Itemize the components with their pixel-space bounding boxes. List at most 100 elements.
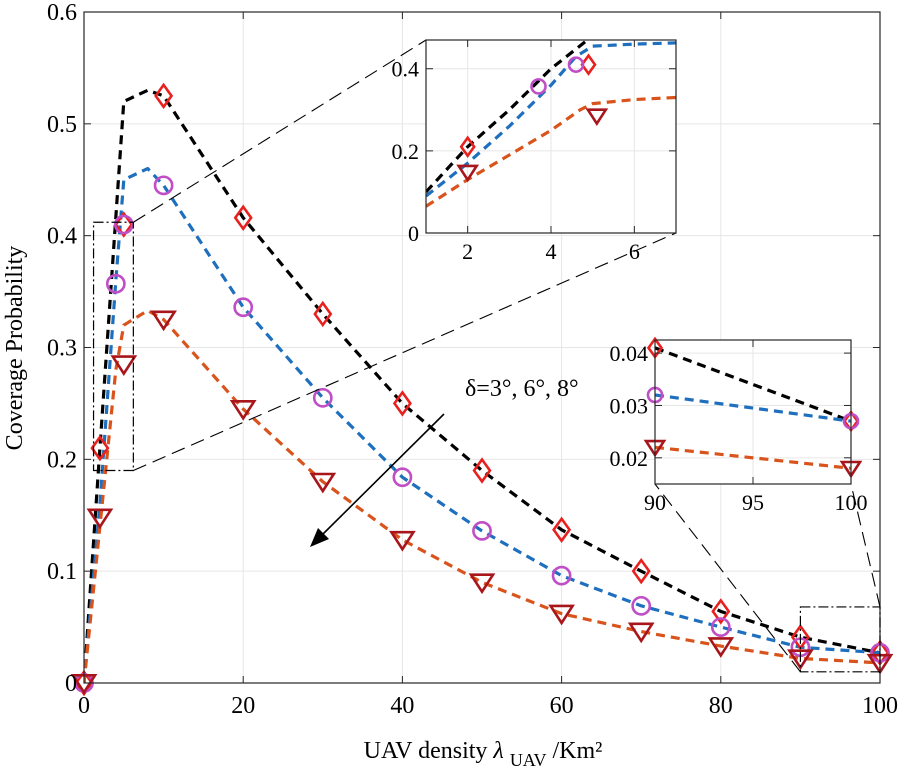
main-ytick-label-0: 0	[65, 671, 77, 697]
main-series-2-marker-11	[787, 649, 814, 671]
main-xtick-label-5: 100	[862, 693, 898, 719]
zoom-connector-1a	[133, 39, 427, 223]
main-series-0-marker-1	[90, 434, 110, 462]
inset2-axes: 90 95 100 0.02 0.03 0.04	[610, 339, 868, 515]
annotation-text: δ=3°, 6°, 8°	[465, 376, 579, 402]
inset2-ytick-label-0: 0.02	[610, 446, 649, 471]
main-series-1-marker-8	[551, 565, 572, 586]
inset2-series-1-line	[655, 393, 851, 423]
annotation-arrow-line	[321, 413, 445, 536]
x-axis-label-symbol: λ	[492, 738, 503, 764]
main-series-2-marker-3	[150, 310, 177, 332]
zoom-connector-2b	[850, 483, 881, 608]
main-series-1-marker-7	[472, 521, 492, 541]
y-axis-label: Coverage Probability	[2, 246, 28, 451]
inset2-series-2-line	[655, 445, 851, 470]
main-series-0-marker-7	[472, 457, 492, 484]
x-axis-label-subscript: UAV	[510, 750, 547, 770]
inset1-series-0-marker-1	[580, 53, 597, 76]
inset2-xtick-label-2: 100	[835, 490, 868, 515]
main-series-2-marker-1	[86, 508, 114, 530]
main-xtick-label-1: 20	[231, 693, 255, 719]
main-series-1-marker-10	[710, 617, 731, 637]
main-series-2-marker-9	[627, 622, 655, 644]
inset1-series-1-line	[426, 41, 676, 198]
annotation-arrow-head	[310, 528, 329, 547]
main-ytick-label-1: 0.1	[47, 559, 77, 585]
main-series-2-marker-10	[707, 637, 735, 658]
main-ytick-label-6: 0.6	[47, 0, 77, 26]
main-series-0-marker-10	[711, 598, 731, 625]
inset-zoom-high-density: 90 95 100 0.02 0.03 0.04	[610, 336, 868, 515]
zoom-source-box-1	[92, 221, 134, 472]
inset1-series	[426, 40, 676, 208]
inset1-xtick-label-0: 2	[462, 239, 473, 264]
main-series-2-marker-7	[468, 573, 496, 595]
main-xtick-label-2: 40	[390, 693, 414, 719]
inset1-grid	[426, 40, 676, 234]
main-series-1-marker-1	[105, 273, 126, 294]
inset-zoom-low-density: 2 4 6 0 0.2 0.4	[392, 39, 677, 264]
main-series-2-marker-6	[389, 530, 416, 552]
main-xtick-label-3: 60	[550, 693, 574, 719]
main-xtick-label-0: 0	[78, 693, 90, 719]
main-series	[70, 82, 894, 697]
main-series-2-marker-4	[229, 400, 257, 421]
inset2-xtick-label-0: 90	[644, 490, 666, 515]
main-series-0-marker-6	[392, 390, 412, 417]
inset2-ytick-label-2: 0.04	[610, 341, 649, 366]
inset2-series-clip	[655, 346, 851, 470]
x-axis-label-unit: /Km²	[553, 738, 603, 764]
main-series-0-marker-3	[154, 82, 174, 110]
main-series-1-marker-4	[233, 297, 254, 318]
inset1-xtick-label-2: 6	[629, 239, 640, 264]
inset1-axes: 2 4 6 0 0.2 0.4	[392, 39, 677, 264]
main-xtick-label-4: 80	[709, 693, 733, 719]
inset1-series-1-marker-0	[530, 78, 547, 95]
main-series-0-line	[84, 88, 880, 683]
x-axis-label-main: UAV density	[364, 738, 494, 764]
inset1-series-0-marker-0	[459, 135, 476, 158]
main-ytick-label-5: 0.5	[47, 112, 77, 138]
inset2-grid	[654, 340, 852, 484]
inset1-series-1-marker-1	[567, 56, 585, 73]
inset1-series-2-marker-0	[456, 164, 480, 183]
inset1-series-2-marker-1	[585, 108, 609, 127]
axis-labels: UAV density λ UAV /Km² Coverage Probabil…	[2, 246, 603, 772]
inset2-series-0-line	[655, 346, 851, 423]
inset2-xtick-label-1: 95	[742, 490, 764, 515]
main-series-0-marker-5	[313, 300, 333, 328]
main-series-2-marker-5	[309, 472, 337, 494]
zoom-connector-1b	[133, 232, 677, 472]
main-series-2-marker-2	[110, 355, 138, 377]
main-series-1-marker-6	[392, 467, 413, 488]
main-series-0-marker-8	[552, 516, 572, 544]
zoom-connector-2a	[654, 483, 801, 673]
x-axis-label: UAV density λ UAV /Km²	[364, 738, 603, 772]
main-series-0-marker-4	[233, 204, 253, 231]
inset1-ytick-label-1: 0.2	[392, 139, 420, 164]
inset1-series-0-line	[426, 40, 591, 194]
main-ytick-label-2: 0.2	[47, 447, 77, 473]
main-ytick-label-4: 0.4	[47, 224, 77, 250]
inset1-ytick-label-2: 0.4	[392, 57, 420, 82]
main-series-1-marker-9	[631, 595, 652, 616]
main-series-1-marker-2	[113, 214, 134, 235]
annotation: δ=3°, 6°, 8°	[310, 376, 579, 547]
main-ytick-label-3: 0.3	[47, 336, 77, 362]
inset2-ytick-label-1: 0.03	[610, 393, 649, 418]
main-series-1-line	[84, 166, 880, 683]
inset1-ytick-label-0: 0	[408, 221, 419, 246]
main-series-1-marker-3	[153, 175, 174, 196]
main-series-2-line	[84, 308, 880, 683]
main-series-0-marker-9	[631, 557, 651, 585]
zoom-source-box-2	[799, 606, 881, 673]
main-series-0-marker-2	[114, 211, 134, 238]
inset1-xtick-label-1: 4	[546, 239, 557, 264]
main-series-2-marker-8	[548, 604, 575, 626]
inset1-series-clip	[426, 40, 676, 208]
main-series-clip	[84, 88, 880, 683]
inset1-series-2-line	[426, 95, 676, 208]
